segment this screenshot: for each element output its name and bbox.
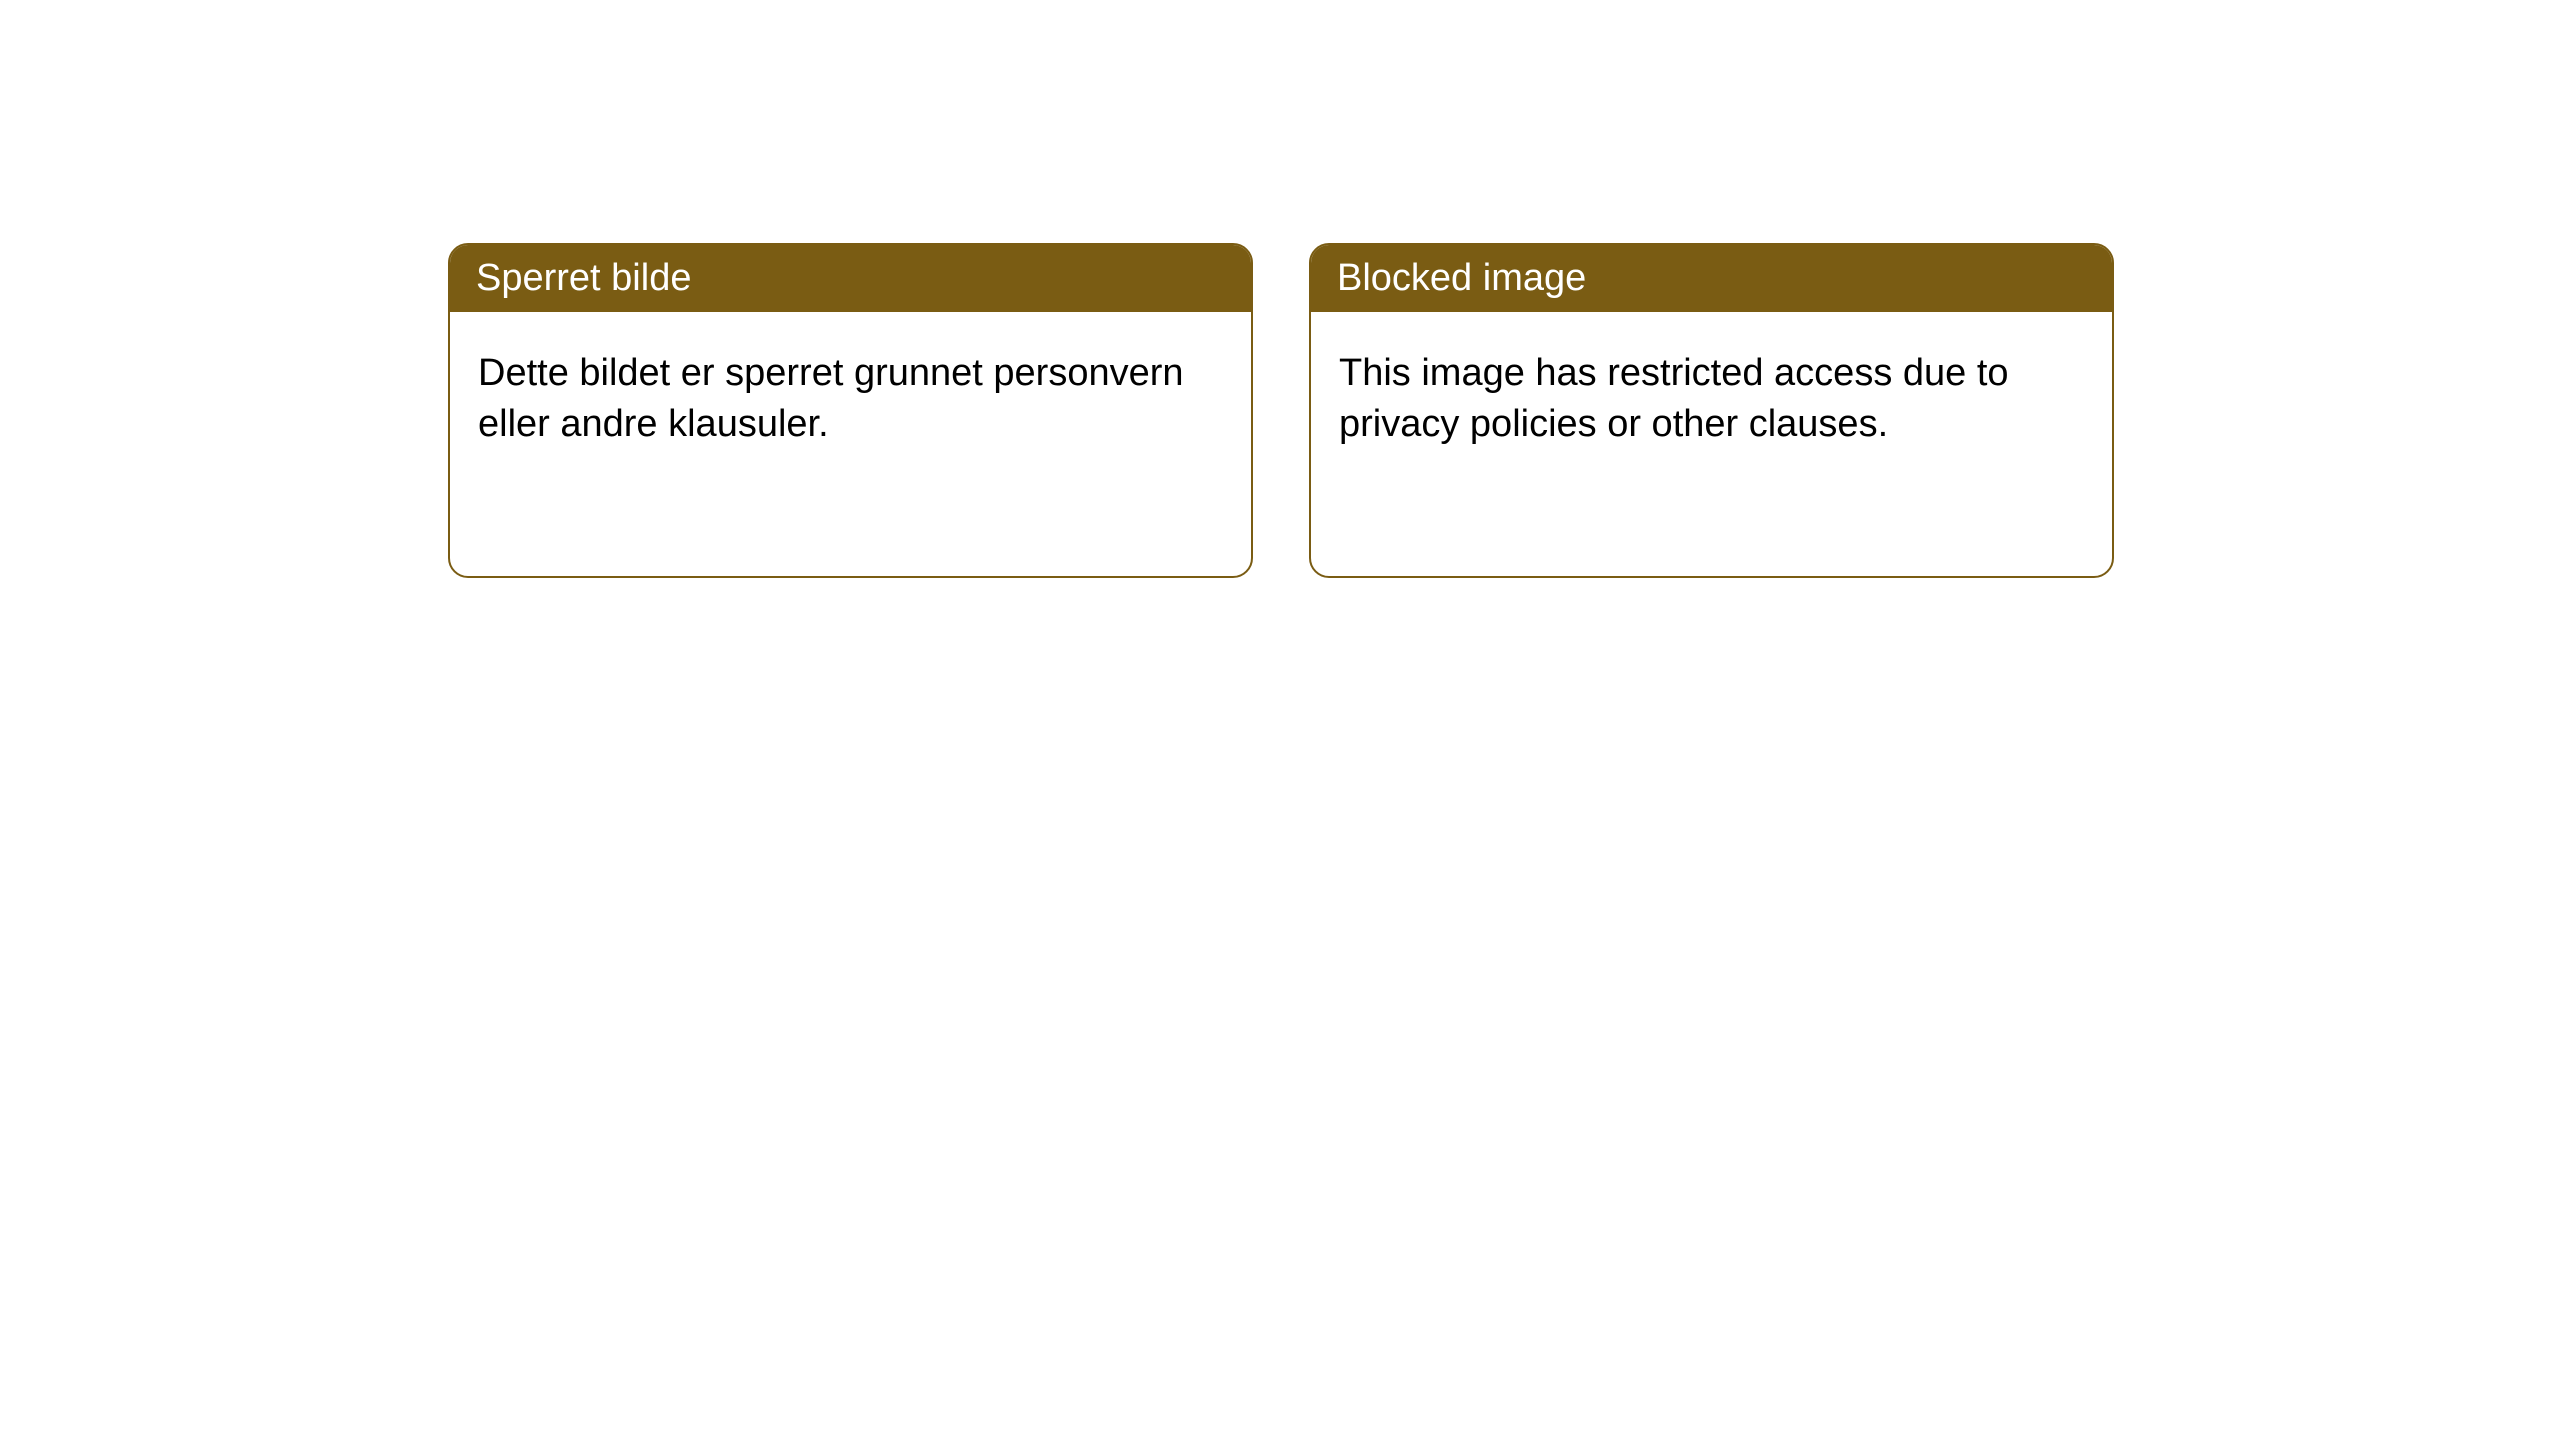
blocked-image-card-en: Blocked image This image has restricted … bbox=[1309, 243, 2114, 578]
card-header-no: Sperret bilde bbox=[450, 245, 1251, 312]
card-header-en: Blocked image bbox=[1311, 245, 2112, 312]
card-message-no: Dette bildet er sperret grunnet personve… bbox=[478, 352, 1184, 445]
card-body-en: This image has restricted access due to … bbox=[1311, 312, 2112, 487]
card-title-no: Sperret bilde bbox=[476, 257, 691, 299]
card-message-en: This image has restricted access due to … bbox=[1339, 352, 2009, 445]
notice-container: Sperret bilde Dette bildet er sperret gr… bbox=[0, 0, 2560, 578]
card-title-en: Blocked image bbox=[1337, 257, 1586, 299]
card-body-no: Dette bildet er sperret grunnet personve… bbox=[450, 312, 1251, 487]
blocked-image-card-no: Sperret bilde Dette bildet er sperret gr… bbox=[448, 243, 1253, 578]
